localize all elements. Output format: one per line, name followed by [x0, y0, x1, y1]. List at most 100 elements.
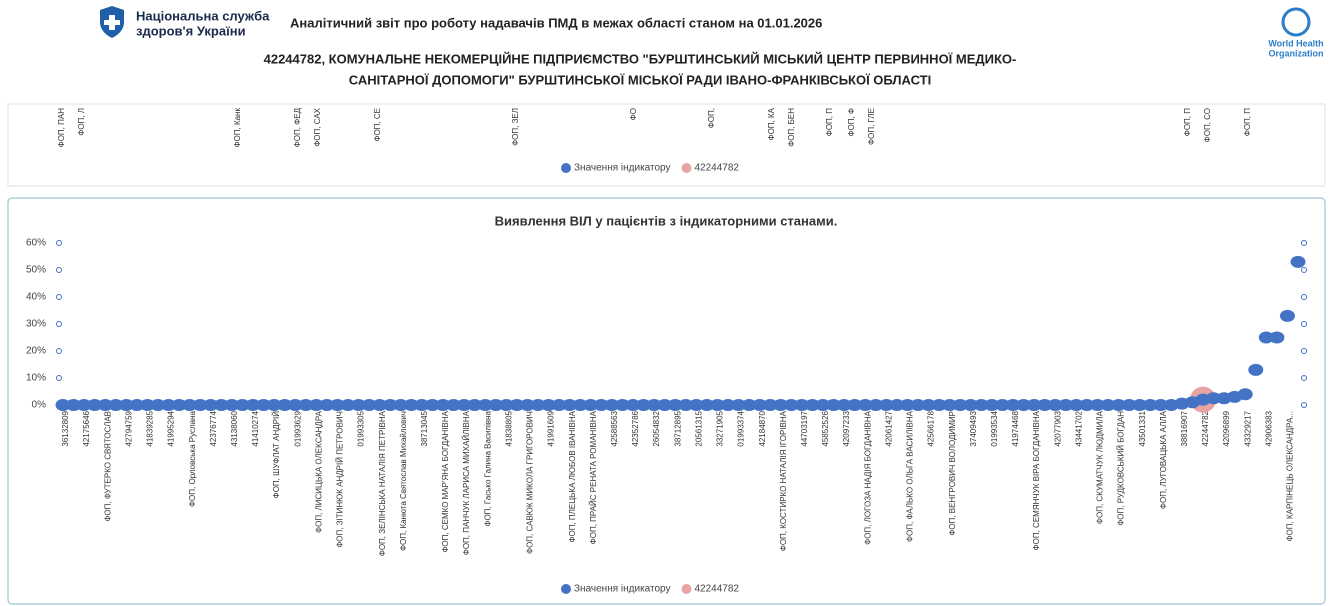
- point: [762, 399, 778, 411]
- legend-marker: [561, 584, 571, 594]
- x-tick-label: ФОП, Орловська Руслана: [188, 410, 197, 507]
- point: [593, 399, 609, 411]
- point: [1089, 399, 1105, 411]
- point: [245, 399, 261, 411]
- point: [1026, 399, 1042, 411]
- point: [963, 399, 979, 411]
- point: [688, 399, 704, 411]
- x-tick-label: ФОП, СЕМКО МАР'ЯНА БОГДАНІВНА: [441, 410, 450, 552]
- point: [857, 399, 873, 411]
- point: [340, 399, 356, 411]
- point: [97, 399, 113, 411]
- y-tick-label: 50%: [26, 265, 46, 276]
- x-tick-label: 41410274: [251, 410, 260, 446]
- point: [1100, 399, 1116, 411]
- axis-label: ФОП, ПАН: [57, 108, 66, 148]
- x-tick-label: 41974468: [1011, 410, 1020, 446]
- point: [435, 399, 451, 411]
- point: [741, 399, 757, 411]
- point: [878, 399, 894, 411]
- x-tick-label: ФОП, КАРПІНЕЦЬ ОЛЕКСАНДРА...: [1286, 411, 1295, 542]
- point: [625, 399, 641, 411]
- x-tick-label: 01993374: [737, 410, 746, 446]
- axis-label: ФОП, БЕН: [787, 108, 796, 147]
- x-tick-label: 42175646: [82, 410, 91, 446]
- point: [1248, 363, 1264, 376]
- x-tick-label: 38712895: [673, 410, 682, 446]
- x-tick-label: ФОП, ЛОГОЗА НАДІЯ БОГДАНІВНА: [863, 410, 872, 545]
- point: [1290, 255, 1306, 268]
- tick-mark: [56, 240, 62, 246]
- subtitle: 42244782, КОМУНАЛЬНЕ НЕКОМЕРЦІЙНЕ ПІДПРИ…: [264, 51, 1017, 66]
- point: [783, 399, 799, 411]
- legend-label: Значення індикатору: [574, 163, 671, 174]
- point: [1068, 399, 1084, 411]
- point: [636, 399, 652, 411]
- point: [1058, 399, 1074, 411]
- point: [477, 399, 493, 411]
- axis-label: ФОП, Л: [77, 108, 86, 136]
- point: [994, 399, 1010, 411]
- point: [836, 399, 852, 411]
- x-tick-label: 43329217: [1243, 410, 1252, 446]
- tick-mark: [1301, 294, 1307, 300]
- axis-label: ФОП, СО: [1203, 108, 1212, 142]
- x-tick-label: ФОП, Канюта Святослав Михайлович: [399, 411, 408, 551]
- point: [614, 399, 630, 411]
- x-tick-label: 42061427: [884, 410, 893, 446]
- subtitle: САНІТАРНОЇ ДОПОМОГИ" БУРШТИНСЬКОЇ МІСЬКО…: [349, 72, 931, 87]
- x-tick-label: ФОП, ШУФЛАТ АНДРІЙ: [272, 411, 281, 499]
- point: [889, 399, 905, 411]
- point: [678, 399, 694, 411]
- x-tick-label: 01993305: [357, 410, 366, 446]
- point: [1121, 399, 1137, 411]
- axis-label: ФОП, П: [825, 108, 834, 137]
- point: [424, 399, 440, 411]
- tick-mark: [56, 348, 62, 354]
- point: [509, 399, 525, 411]
- x-tick-label: 36132809: [61, 410, 70, 446]
- x-tick-label: 42184870: [758, 410, 767, 446]
- axis-label: ФОП, Ф: [847, 108, 856, 137]
- x-tick-label: ФОП, ЛУГОВАЦЬКА АЛЛА: [1159, 410, 1168, 509]
- x-tick-label: ФОП, Гасько Галина Василівна: [483, 410, 492, 526]
- legend-marker: [561, 163, 571, 173]
- point: [519, 399, 535, 411]
- tick-mark: [1301, 267, 1307, 273]
- point: [266, 399, 282, 411]
- x-tick-label: 42352786: [631, 410, 640, 446]
- x-tick-label: ФОП, СЕМЯНЧУК ВІРА БОГДАНІВНА: [1032, 410, 1041, 550]
- point: [541, 399, 557, 411]
- x-tick-label: ФОП, ВЕНГРОВИЧ ВОЛОДИМИР: [948, 411, 957, 536]
- point: [319, 399, 335, 411]
- point: [952, 399, 968, 411]
- point: [699, 399, 715, 411]
- point: [382, 399, 398, 411]
- point: [55, 399, 71, 411]
- axis-label: ФОП, САХ: [313, 107, 322, 146]
- point: [921, 399, 937, 411]
- org-name: Національна служба: [136, 8, 270, 23]
- point: [752, 399, 768, 411]
- point: [150, 399, 166, 411]
- chart-panel: [7, 197, 1326, 605]
- point: [76, 399, 92, 411]
- point: [931, 399, 947, 411]
- x-tick-label: ФОП, ФУТЕРКО СВЯТОСЛАВ: [103, 411, 112, 522]
- point: [139, 399, 155, 411]
- point: [572, 399, 588, 411]
- x-tick-label: 42794759: [124, 410, 133, 446]
- axis-label: ФОП, СЕ: [373, 108, 382, 142]
- chart-title: Виявлення ВІЛ у пацієнтів з індикаторним…: [495, 213, 838, 228]
- axis-label: ФОП,: [707, 108, 716, 128]
- point: [847, 399, 863, 411]
- point: [1132, 399, 1148, 411]
- tick-mark: [1301, 375, 1307, 381]
- tick-mark: [56, 267, 62, 273]
- point: [393, 399, 409, 411]
- x-tick-label: 44703197: [800, 410, 809, 446]
- tick-mark: [56, 375, 62, 381]
- x-tick-label: ФОП, СКУМАТЧУК ЛЮДМИЛА: [1096, 410, 1105, 524]
- point: [826, 399, 842, 411]
- point: [984, 399, 1000, 411]
